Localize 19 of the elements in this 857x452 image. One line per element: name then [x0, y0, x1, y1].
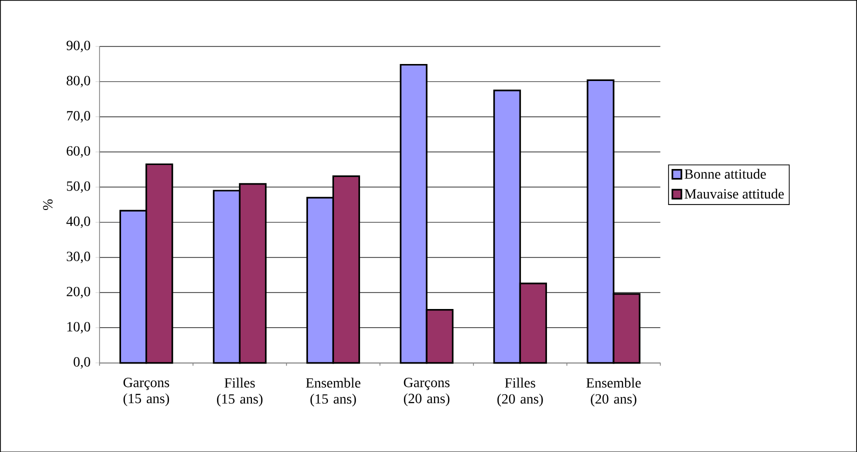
x-tick-label: Garçons (15 ans) — [124, 378, 170, 406]
y-tick-label: 0,0 — [74, 356, 90, 368]
y-tick-label: 30,0 — [66, 251, 90, 263]
x-tick-label: Ensemble (15 ans) — [306, 378, 360, 406]
y-tick-label: 70,0 — [67, 110, 90, 122]
y-tick-label: 10,0 — [67, 322, 90, 334]
x-tick-label: Filles (15 ans) — [216, 378, 262, 406]
legend-label: Bonne attitude — [684, 168, 766, 179]
x-tick-label: Ensemble (20 ans) — [586, 378, 641, 406]
y-axis-title: % — [43, 199, 53, 210]
y-tick-label: 60,0 — [66, 146, 90, 158]
y-tick-label: 80,0 — [66, 76, 90, 88]
y-tick-label: 40,0 — [66, 216, 90, 228]
y-tick-label: 50,0 — [66, 181, 90, 193]
legend-label: Mauvaise attitude — [684, 188, 784, 198]
y-tick-label: 90,0 — [66, 40, 90, 52]
y-tick-label: 20,0 — [66, 286, 90, 298]
x-tick-label: Garçons (20 ans) — [404, 378, 450, 406]
x-tick-label: Filles (20 ans) — [497, 378, 543, 406]
